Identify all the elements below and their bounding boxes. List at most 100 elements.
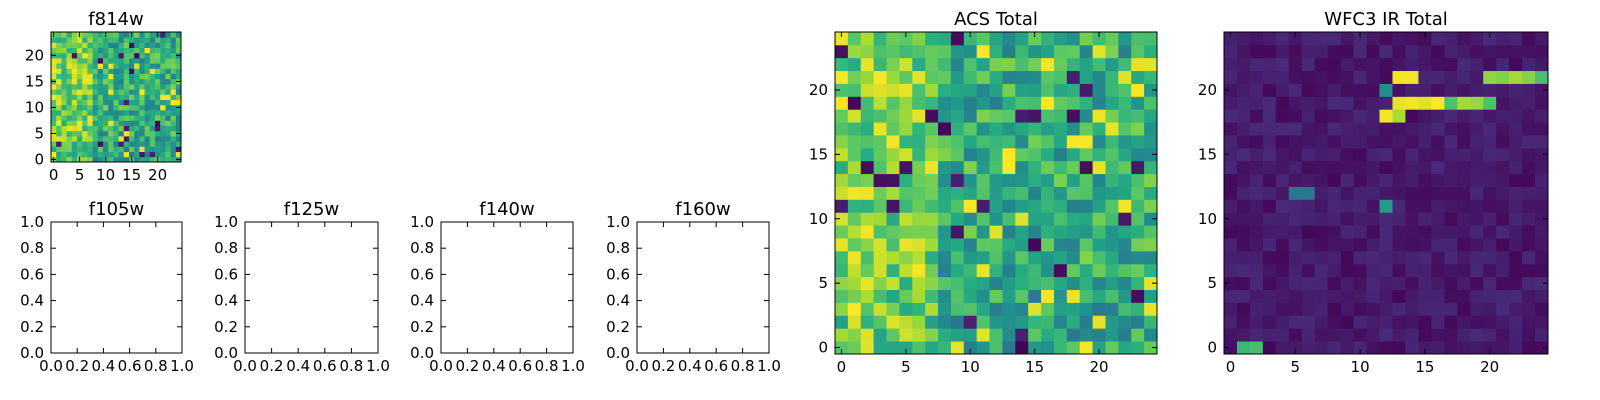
heatmap-cell [175,47,182,54]
heatmap-cell [87,130,93,137]
heatmap-cell [103,52,109,59]
heatmap-cell [1483,315,1497,329]
heatmap-cell [989,276,1003,290]
heatmap-cell [1327,341,1342,355]
heatmap-cell [1002,199,1016,213]
heatmap-cell [1496,225,1510,239]
heatmap-cell [1340,122,1354,136]
heatmap-cell [1522,225,1536,239]
heatmap-cell [1340,109,1354,123]
heatmap-cell [938,44,952,59]
heatmap-cell [976,302,990,316]
heatmap-cell [1301,238,1316,252]
heatmap-cell [1118,289,1132,303]
heatmap-cell [108,104,114,111]
heatmap-cell [1275,212,1290,226]
heatmap-cell [77,136,83,142]
heatmap-cell [1041,276,1055,290]
heatmap-cell [1470,57,1484,72]
heatmap-cell [113,52,119,59]
heatmap-cell [989,302,1003,316]
heatmap-cell [1236,70,1251,84]
heatmap-cell [976,160,990,175]
heatmap-cell [103,136,109,142]
heatmap-cell [1053,315,1068,329]
heatmap-cell [66,110,73,116]
heatmap-cell [1483,147,1497,162]
heatmap-cell [912,96,926,110]
heatmap-cell [97,68,104,74]
heatmap-cell [873,186,887,200]
heatmap-cell [97,136,104,142]
heatmap-cell [1236,83,1251,97]
heatmap-cell [912,238,926,252]
heatmap-cell [71,73,78,80]
heatmap-cell [129,104,135,111]
heatmap-cell [66,63,73,69]
heatmap-cell [1015,57,1029,72]
heatmap-cell [56,32,62,38]
heatmap-cell [129,130,135,137]
heatmap-cell [1301,109,1316,123]
heatmap-cell [1522,250,1536,265]
heatmap-cell [1118,109,1132,123]
heatmap-cell [912,212,926,226]
heatmap-cell [165,125,171,132]
heatmap-cell [1224,70,1238,84]
heatmap-cell [899,302,913,316]
heatmap-cell [886,135,900,149]
heatmap-cell [144,58,151,64]
heatmap-cell [1092,199,1106,213]
heatmap-cell [1105,57,1119,72]
heatmap-cell [886,160,900,175]
x-tick-label: 1.0 [561,357,585,375]
panel-title: f105w [89,199,144,220]
heatmap-cell [1418,225,1432,239]
heatmap-cell [938,57,952,72]
heatmap-cell [56,89,62,95]
heatmap-cell [1379,32,1393,46]
heatmap-cell [912,70,926,84]
heatmap-cell [82,84,88,90]
heatmap-cell [1405,250,1419,265]
y-tick-label: 0 [818,339,828,357]
x-tick-label: 0.2 [455,357,479,375]
heatmap-cell [1249,276,1264,290]
heatmap-cell [61,110,67,116]
heatmap-cell [1496,173,1510,187]
heatmap-cell [1379,263,1393,278]
heatmap-cell [165,73,171,80]
y-tick-label: 5 [1207,274,1217,292]
heatmap-cell [1131,199,1145,213]
heatmap-cell [1092,44,1106,59]
heatmap-cell [160,99,166,106]
x-tick-label: 15 [1415,358,1434,376]
heatmap-cell [170,73,177,80]
heatmap-cell [92,32,99,38]
heatmap-cell [1131,147,1145,162]
heatmap-cell [149,37,156,43]
heatmap-cell [1144,122,1158,136]
heatmap-cell [175,32,182,38]
heatmap-cell [139,73,145,80]
heatmap-cell [1444,276,1458,290]
heatmap-cell [847,32,862,46]
heatmap-cell [1431,328,1445,342]
heatmap-cell [51,141,57,147]
heatmap-cell [1353,109,1367,123]
heatmap-cell [175,120,182,126]
heatmap-cell [1066,173,1081,187]
heatmap-cell [144,52,151,59]
heatmap-cell [1236,341,1251,355]
heatmap-cell [103,115,109,121]
heatmap-cell [1509,173,1523,187]
heatmap-cell [1457,160,1471,175]
heatmap-cell [56,63,62,69]
heatmap-cell [155,73,161,80]
heatmap-cell [1535,276,1549,290]
x-tick-label: 0.2 [260,357,284,375]
heatmap-cell [108,151,114,158]
heatmap-cell [1314,32,1329,46]
heatmap-cell [155,47,161,54]
